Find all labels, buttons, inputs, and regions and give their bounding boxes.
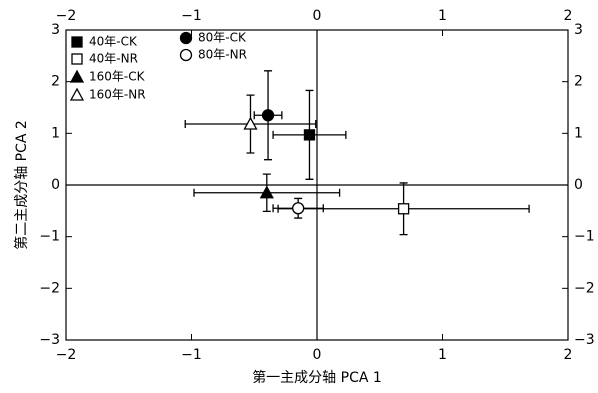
x-tick-label-top: 0: [313, 8, 322, 24]
legend-label: 40年-NR: [89, 52, 138, 66]
y-tick-label-right: 0: [574, 177, 583, 193]
y-tick-label: 3: [51, 22, 60, 38]
point: [259, 185, 274, 199]
y-tick-label-right: 2: [574, 74, 583, 90]
x-tick-label-top: 1: [438, 8, 447, 24]
legend-marker: [179, 31, 193, 45]
point: [292, 202, 305, 215]
legend-marker: [71, 36, 83, 48]
legend-marker: [69, 69, 85, 83]
legend-marker: [179, 48, 193, 62]
y-tick-label: −2: [39, 280, 60, 296]
y-tick-label: 1: [51, 125, 60, 141]
legend-marker: [71, 53, 83, 65]
x-tick-label: 2: [564, 347, 573, 363]
y-tick-label: 0: [51, 177, 60, 193]
point: [397, 203, 410, 215]
point: [261, 109, 275, 122]
y-tick-label-right: −2: [574, 280, 595, 296]
legend-marker: [69, 87, 85, 101]
point: [303, 129, 316, 141]
point: [243, 116, 258, 130]
x-tick-label-top: 2: [564, 8, 573, 24]
x-tick-label: 1: [438, 347, 447, 363]
x-tick-label-top: −2: [56, 8, 77, 24]
x-tick-label: −2: [56, 347, 77, 363]
legend-label: 80年-CK: [198, 31, 247, 45]
y-tick-label-right: −1: [574, 229, 595, 245]
y-axis-label: 第二主成分轴 PCA 2: [13, 120, 30, 250]
y-tick-label-right: 1: [574, 125, 583, 141]
x-tick-label-top: −1: [181, 8, 202, 24]
legend-label: 80年-NR: [198, 48, 247, 62]
legend-label: 40年-CK: [89, 35, 138, 49]
y-tick-label-right: 3: [574, 22, 583, 38]
y-tick-label: −1: [39, 229, 60, 245]
x-tick-label: 0: [313, 347, 322, 363]
legend-label: 160年-NR: [89, 88, 146, 102]
x-tick-label: −1: [181, 347, 202, 363]
y-tick-label: −3: [39, 332, 60, 348]
y-tick-label-right: −3: [574, 332, 595, 348]
y-tick-label: 2: [51, 74, 60, 90]
legend-label: 160年-CK: [89, 70, 146, 84]
x-axis-label: 第一主成分轴 PCA 1: [252, 369, 382, 386]
